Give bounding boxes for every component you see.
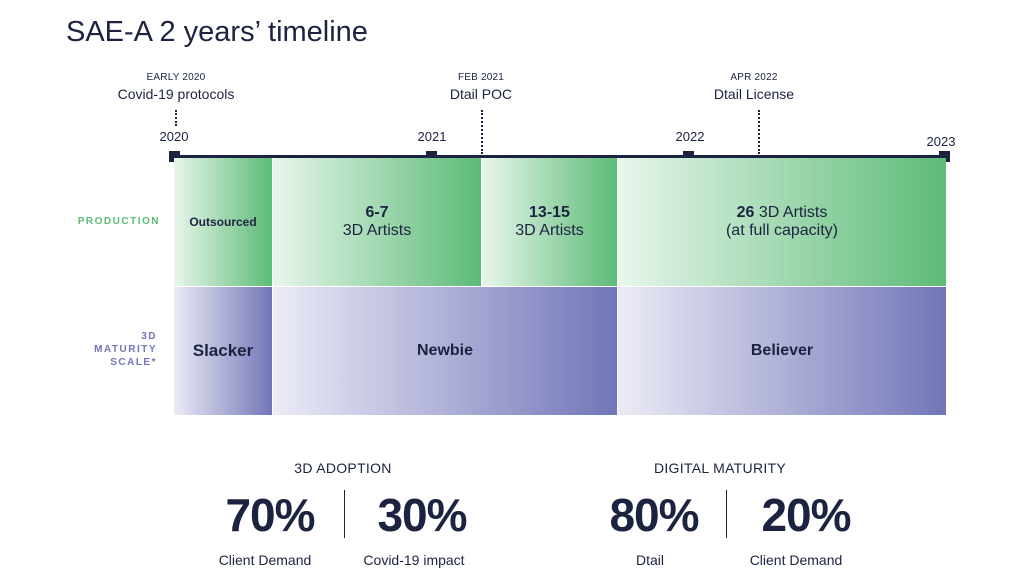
row-label-maturity: 3D MATURITY SCALE* — [57, 330, 157, 369]
label-line: SCALE* — [110, 357, 157, 368]
stat-value: 30% — [377, 489, 467, 541]
production-segment: 26 3D Artists (at full capacity) — [618, 158, 946, 286]
event-label: Dtail POC — [449, 86, 513, 102]
event-date: FEB 2021 — [457, 72, 505, 83]
maturity-segment: Slacker — [174, 287, 272, 415]
stat-heading: DIGITAL MATURITY — [653, 460, 787, 476]
production-segment: Outsourced — [174, 158, 272, 286]
stat-caption: Client Demand — [749, 552, 843, 568]
page-title: SAE-A 2 years’ timeline — [66, 16, 368, 48]
event-dtail-license: APR 2022 Dtail License — [654, 72, 854, 102]
segment-text: Outsourced — [189, 215, 257, 229]
stat-value: 20% — [761, 489, 851, 541]
event-covid: EARLY 2020 Covid-19 protocols — [76, 72, 276, 102]
stat-heading: 3D ADOPTION — [294, 460, 392, 476]
event-marker — [481, 110, 483, 154]
segment-text: Slacker — [192, 341, 254, 360]
row-label-production: PRODUCTION — [77, 216, 160, 227]
year-marker — [939, 151, 950, 162]
event-label: Covid-19 protocols — [117, 86, 235, 102]
stat-caption: Client Demand — [218, 552, 312, 568]
segment-count: 6-7 — [365, 204, 389, 221]
event-dtail-poc: FEB 2021 Dtail POC — [381, 72, 581, 102]
event-marker — [175, 110, 177, 126]
stat-caption: Covid-19 impact — [363, 552, 465, 568]
event-date: APR 2022 — [730, 72, 778, 83]
stat-value: 70% — [225, 489, 315, 541]
segment-text: 3D Artists — [515, 222, 584, 239]
stat-value: 80% — [609, 489, 699, 541]
segment-text: 3D Artists — [754, 204, 828, 221]
label-line: MATURITY — [94, 344, 157, 355]
year-label: 2020 — [159, 129, 189, 144]
production-segment: 6-7 3D Artists — [273, 158, 481, 286]
event-date: EARLY 2020 — [146, 72, 206, 83]
event-label: Dtail License — [713, 86, 795, 102]
year-marker — [426, 151, 437, 162]
year-label: 2023 — [926, 134, 956, 149]
stat-divider — [726, 490, 727, 538]
segment-text: (at full capacity) — [725, 222, 839, 239]
year-label: 2021 — [417, 129, 447, 144]
stat-divider — [344, 490, 345, 538]
year-marker — [169, 151, 180, 162]
segment-count: 13-15 — [529, 204, 570, 221]
year-label: 2022 — [675, 129, 705, 144]
segment-count: 26 — [736, 204, 755, 221]
segment-text: Believer — [750, 342, 814, 359]
timeline-axis — [174, 155, 945, 158]
event-marker — [758, 110, 760, 154]
year-marker — [683, 151, 694, 162]
production-segment: 13-15 3D Artists — [482, 158, 617, 286]
segment-text: Newbie — [416, 342, 473, 359]
label-line: 3D — [141, 331, 157, 342]
segment-text: 3D Artists — [342, 222, 412, 239]
stat-caption: Dtail — [635, 552, 664, 568]
maturity-segment: Newbie — [273, 287, 617, 415]
maturity-segment: Believer — [618, 287, 946, 415]
